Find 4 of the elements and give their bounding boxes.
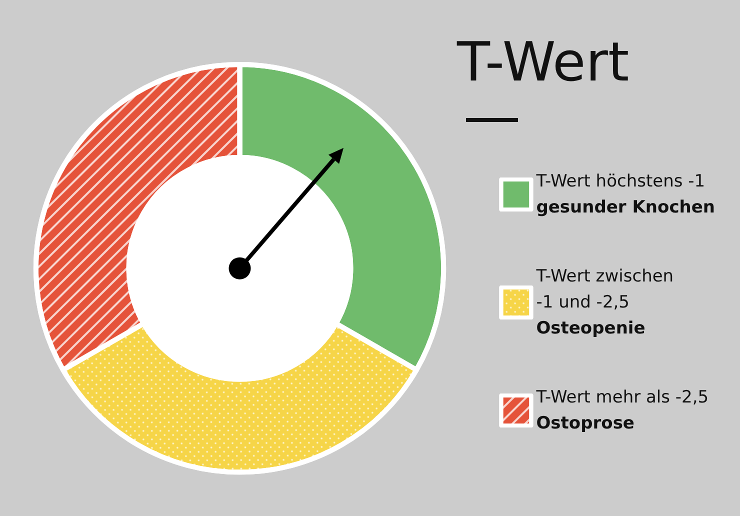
legend-label: T-Wert mehr als -2,5 Ostoprose: [535, 388, 709, 434]
legend-label: T-Wert höchstens -1 gesunder Knochen: [535, 172, 716, 218]
legend-label: T-Wert zwischen -1 und -2,5 Osteopenie: [535, 266, 674, 338]
chart-title: T-Wert: [456, 30, 630, 94]
